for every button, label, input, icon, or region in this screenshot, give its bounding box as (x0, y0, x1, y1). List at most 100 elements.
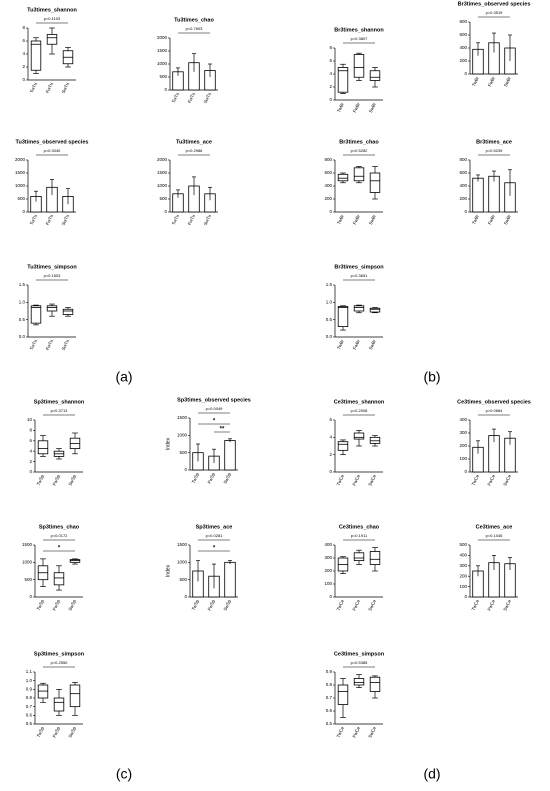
x-tick-label: SwBr (368, 101, 377, 113)
x-tick-label: TwBr (471, 213, 480, 225)
box (337, 173, 349, 182)
x-tick-label: TwSp (36, 598, 45, 611)
x-tick-label: TwSp (191, 471, 200, 484)
y-tick-label: 1.0 (326, 300, 333, 305)
y-tick-label: 2 (329, 84, 332, 89)
y-tick-label: 0 (464, 209, 467, 214)
x-tick-label: SwSp (222, 471, 232, 484)
p-value: p=0.2008 (351, 408, 369, 413)
y-tick-label: 1000 (157, 183, 168, 188)
y-tick-label: 1000 (177, 433, 188, 438)
y-tick-label: 0.5 (326, 721, 333, 726)
chart-title: Tu3times_shannon (27, 7, 77, 13)
y-tick-label: 0 (29, 594, 32, 599)
box (337, 67, 349, 93)
x-tick-label: SwCe (502, 473, 512, 486)
box (353, 305, 365, 312)
y-tick-label: 1500 (157, 48, 168, 53)
y-tick-label: 500 (179, 577, 187, 582)
box (337, 684, 349, 705)
box (353, 432, 365, 440)
box (62, 308, 74, 315)
y-tick-label: 400 (324, 542, 332, 547)
bar (224, 561, 236, 598)
p-value: p=0.3519 (486, 10, 504, 15)
x-tick-label: SwSp (222, 598, 232, 611)
x-tick-label: FwBr (487, 75, 496, 87)
box (337, 441, 349, 451)
y-tick-label: 0 (164, 87, 167, 92)
x-tick-label: SwSp (67, 725, 77, 738)
y-tick-label: 1000 (15, 183, 26, 188)
x-tick-label: SwCe (367, 598, 377, 611)
box (353, 167, 365, 182)
y-tick-label: 400 (459, 553, 467, 558)
x-tick-label: FwBr (487, 213, 496, 225)
x-tick-label: TwTu (29, 81, 38, 93)
box (30, 40, 42, 71)
y-tick-label: 800 (324, 157, 332, 162)
significance-marker: * (58, 546, 61, 552)
x-tick-label: FwTu (45, 213, 54, 226)
y-tick-label: 300 (459, 430, 467, 435)
box (37, 684, 49, 699)
y-tick-label: 0.7 (26, 704, 33, 709)
x-tick-label: TwBr (471, 75, 480, 87)
box (69, 684, 81, 708)
p-value: p=0.1045 (486, 533, 504, 538)
y-tick-label: 200 (324, 196, 332, 201)
box (369, 551, 381, 565)
y-tick-label: 500 (159, 74, 167, 79)
y-tick-label: 200 (459, 573, 467, 578)
x-tick-label: TwTu (29, 213, 38, 225)
y-tick-label: 1500 (157, 170, 168, 175)
chart-title: Br3times_simpson (334, 264, 384, 270)
x-tick-label: SwCe (502, 598, 512, 611)
x-tick-label: FwBr (352, 213, 361, 225)
p-value: p=0.3040 (44, 148, 62, 153)
y-tick-label: 0.6 (326, 708, 333, 713)
y-tick-label: 0.8 (26, 695, 33, 700)
x-tick-label: FwSp (207, 471, 217, 484)
x-tick-label: TwCe (336, 473, 346, 486)
p-value: p=0.1103 (44, 16, 61, 21)
y-tick-label: 4 (29, 448, 32, 453)
p-value: p=0.0172 (51, 533, 69, 538)
y-tick-label: 600 (459, 170, 467, 175)
p-value: p=0.5282 (351, 148, 369, 153)
p-value: p=0.0049 (206, 406, 224, 411)
y-axis-label: Index (165, 564, 171, 577)
significance-marker: ** (220, 427, 225, 433)
p-value: p=0.1503 (44, 273, 62, 278)
box (353, 54, 365, 78)
x-tick-label: FwCe (351, 598, 361, 611)
y-tick-label: 2000 (15, 157, 26, 162)
chart-title: Ce3times_shannon (334, 399, 385, 405)
y-tick-label: 200 (459, 443, 467, 448)
chart-title: Tu3times_ace (176, 139, 212, 145)
x-tick-label: FwTu (187, 213, 196, 226)
x-tick-label: SwTu (203, 91, 213, 104)
y-tick-label: 0 (29, 469, 32, 474)
y-tick-label: 600 (459, 32, 467, 37)
x-tick-label: FwSp (52, 598, 62, 611)
y-tick-label: 300 (459, 563, 467, 568)
x-tick-label: TwBr (336, 338, 345, 350)
y-tick-label: 400 (459, 183, 467, 188)
y-tick-label: 4 (329, 435, 332, 440)
panel-label: (c) (116, 766, 132, 782)
x-tick-label: TwTu (29, 338, 38, 350)
y-tick-label: 0.9 (26, 687, 33, 692)
x-tick-label: FwCe (486, 473, 496, 486)
chart-title: Tu3times_chao (174, 17, 214, 23)
x-tick-label: TwSp (36, 725, 45, 738)
y-tick-label: 1.1 (26, 669, 33, 674)
y-tick-label: 0 (329, 209, 332, 214)
y-tick-label: 200 (324, 568, 332, 573)
x-tick-label: TwTu (171, 91, 180, 103)
significance-marker: * (213, 546, 216, 552)
x-tick-label: SwSp (67, 598, 77, 611)
y-tick-label: 0.6 (26, 713, 33, 718)
y-tick-label: 0 (329, 594, 332, 599)
y-tick-label: 8 (22, 25, 25, 30)
